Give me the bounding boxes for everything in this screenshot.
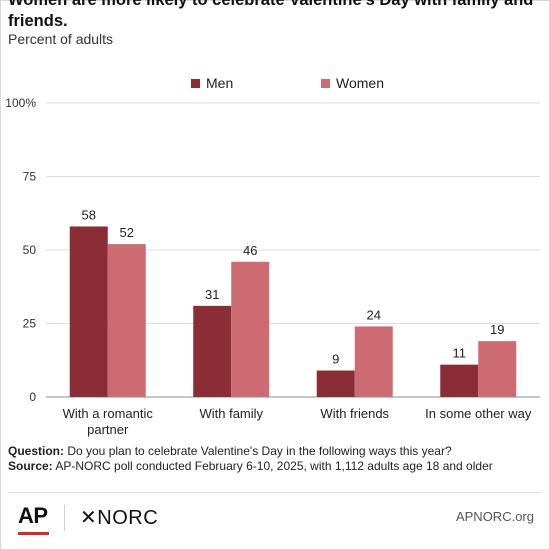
legend-item-women: Women	[321, 75, 384, 91]
x-tick-label: With family	[199, 406, 263, 421]
x-tick-label: partner	[87, 422, 129, 437]
x-tick-label: With a romantic	[63, 406, 154, 421]
source-text: AP-NORC poll conducted February 6-10, 20…	[52, 459, 493, 473]
legend-label-men: Men	[206, 75, 234, 91]
logo-divider	[64, 505, 65, 531]
data-label: 24	[367, 307, 381, 322]
bar-women	[107, 244, 146, 397]
source-note: Source: AP-NORC poll conducted February …	[8, 459, 493, 474]
data-label: 52	[120, 225, 134, 240]
source-label: Source:	[8, 459, 53, 473]
data-label: 58	[82, 207, 96, 222]
y-tick-label: 100%	[5, 96, 36, 110]
bar-women	[478, 341, 517, 397]
bar-women	[231, 261, 270, 397]
question-label: Question:	[8, 444, 64, 458]
norc-logo: ✕NORC	[80, 507, 159, 529]
data-label: 9	[332, 352, 339, 367]
y-tick-label: 0	[29, 390, 36, 404]
y-tick-label: 25	[23, 317, 37, 331]
legend-label-women: Women	[336, 75, 384, 91]
chart-title: Women are more likely to celebrate Valen…	[8, 0, 534, 30]
data-label: 11	[453, 346, 467, 361]
legend-swatch-women	[321, 78, 330, 88]
bar-men	[316, 370, 355, 397]
data-label: 19	[490, 322, 504, 337]
data-label: 46	[243, 243, 257, 258]
x-tick-label: In some other way	[425, 406, 532, 421]
data-label: 31	[205, 287, 219, 302]
bar-men	[69, 226, 108, 397]
bar-men	[440, 364, 479, 397]
footer-divider	[8, 492, 542, 493]
bar-men	[193, 305, 232, 397]
question-note: Question: Do you plan to celebrate Valen…	[8, 444, 493, 459]
x-tick-label: With friends	[320, 406, 389, 421]
y-tick-label: 50	[23, 243, 37, 257]
y-tick-label: 75	[23, 170, 37, 184]
legend-item-men: Men	[191, 75, 233, 91]
ap-logo-underline	[18, 532, 49, 535]
ap-logo: AP	[18, 503, 48, 528]
question-text: Do you plan to celebrate Valentine's Day…	[64, 444, 452, 458]
chart-subtitle: Percent of adults	[8, 31, 114, 47]
legend-swatch-men	[191, 78, 200, 88]
bar-women	[354, 326, 393, 397]
legend: Men Women	[0, 75, 550, 95]
chart-notes: Question: Do you plan to celebrate Valen…	[8, 444, 493, 474]
site-link[interactable]: APNORC.org	[455, 509, 534, 524]
